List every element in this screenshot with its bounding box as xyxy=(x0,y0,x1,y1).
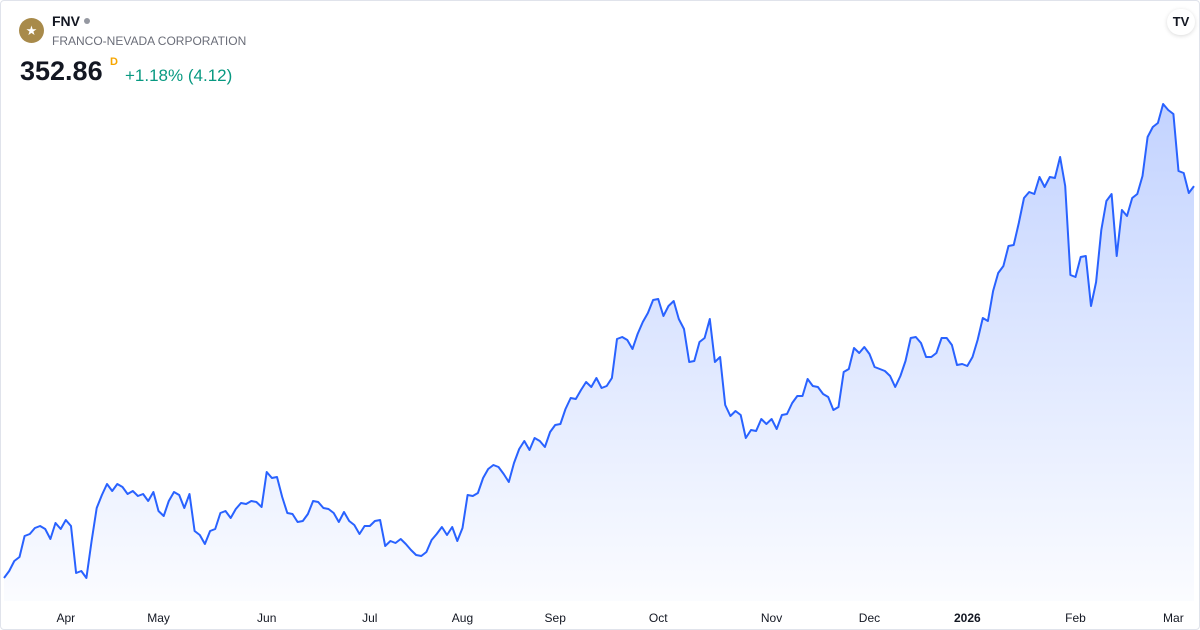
x-tick-label: Jun xyxy=(257,611,276,625)
logo: ★ xyxy=(19,18,44,43)
price-line xyxy=(3,103,1195,579)
x-tick-label: Feb xyxy=(1065,611,1086,625)
price: 352.86 xyxy=(20,56,103,86)
x-tick-label: Sep xyxy=(545,611,567,625)
brand-logo[interactable]: TV xyxy=(1167,9,1195,35)
status-dot xyxy=(84,18,90,24)
company-name: FRANCO-NEVADA CORPORATION xyxy=(52,34,247,48)
price-flag: D xyxy=(110,56,118,68)
x-tick-label: Apr xyxy=(56,611,75,625)
x-tick-label: Aug xyxy=(452,611,473,625)
x-tick-label: Jul xyxy=(362,611,377,625)
x-tick-label: May xyxy=(147,611,170,625)
x-tick-label: Nov xyxy=(761,611,782,625)
x-tick-label: Mar xyxy=(1163,611,1184,625)
x-tick-label: Oct xyxy=(649,611,668,625)
symbol-text: FNV xyxy=(52,13,80,29)
price-change: +1.18% (4.12) xyxy=(125,66,233,85)
symbol: FNV xyxy=(52,13,90,29)
x-tick-label: 2026 xyxy=(954,611,981,625)
x-tick-label: Dec xyxy=(859,611,880,625)
area-fill xyxy=(4,104,1194,601)
